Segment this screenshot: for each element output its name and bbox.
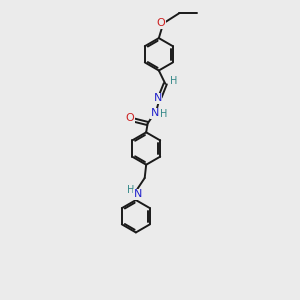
Text: H: H bbox=[160, 109, 167, 119]
Text: N: N bbox=[134, 189, 142, 199]
Text: N: N bbox=[151, 108, 159, 118]
Text: O: O bbox=[126, 113, 134, 123]
Text: H: H bbox=[170, 76, 177, 86]
Text: O: O bbox=[157, 18, 165, 28]
Text: N: N bbox=[154, 94, 162, 103]
Text: H: H bbox=[127, 185, 134, 195]
